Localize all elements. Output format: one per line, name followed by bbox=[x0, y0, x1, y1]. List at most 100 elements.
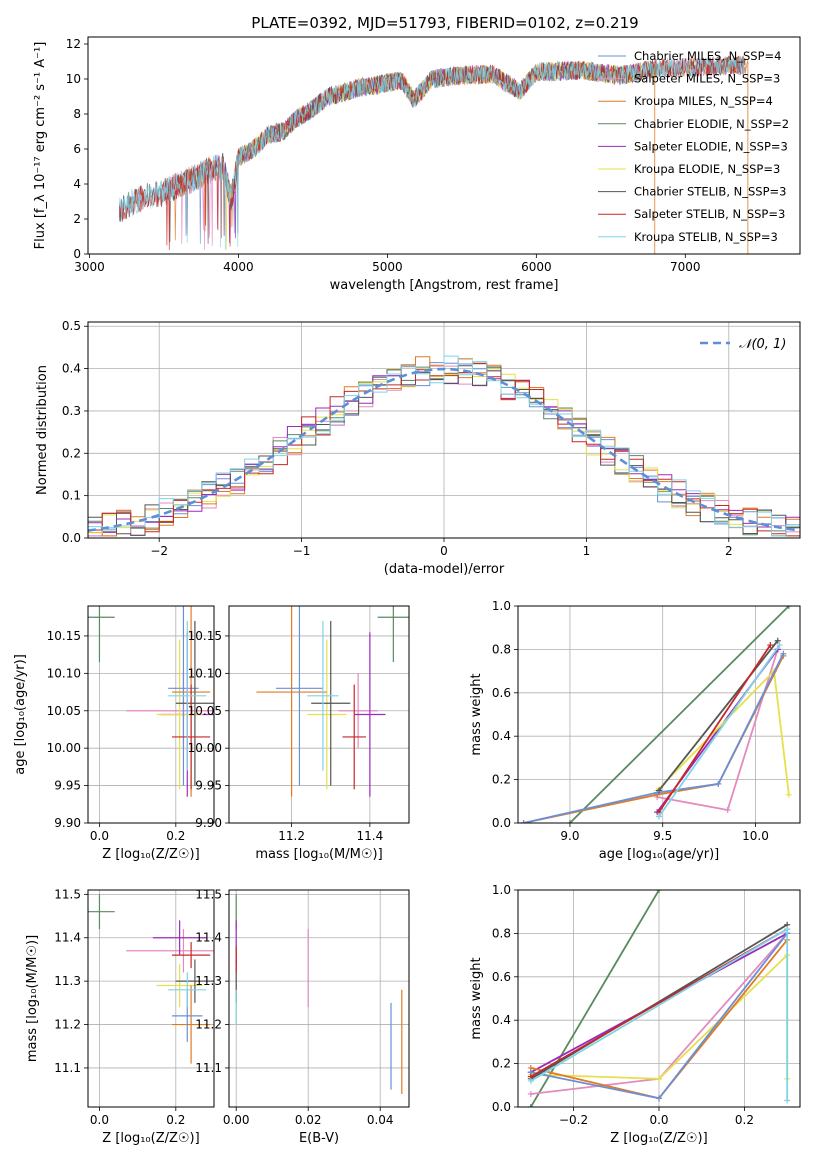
y-tick-label: 11.3 bbox=[54, 974, 81, 988]
y-tick-label: 10.15 bbox=[188, 629, 222, 643]
y-tick-label: 0.5 bbox=[62, 319, 81, 333]
axes-frame bbox=[517, 889, 801, 1108]
legend-label: Chabrier ELODIE, N_SSP=2 bbox=[634, 117, 789, 131]
y-tick-label: 11.2 bbox=[54, 1018, 81, 1032]
y-tick-label: 10.10 bbox=[188, 666, 222, 680]
mass-weight-marker bbox=[785, 606, 792, 609]
mass-weight-marker bbox=[776, 642, 783, 649]
mass-weight-marker bbox=[774, 637, 781, 644]
mass-weight-marker bbox=[724, 806, 731, 813]
axes-frame bbox=[87, 321, 801, 539]
y-tick-label: 10.00 bbox=[47, 741, 81, 755]
mass-weight-marker bbox=[656, 1075, 662, 1082]
x-tick-label: −2 bbox=[150, 544, 168, 558]
legend-label: Chabrier MILES, N_SSP=4 bbox=[634, 49, 781, 63]
x-tick-label: 0.02 bbox=[295, 1113, 322, 1127]
y-tick-label: 8 bbox=[73, 107, 81, 121]
x-axis-label: wavelength [Angstrom, rest frame] bbox=[330, 278, 559, 293]
x-tick-label: 2 bbox=[725, 544, 733, 558]
x-tick-label: 1 bbox=[583, 544, 591, 558]
x-tick-label: 6000 bbox=[521, 260, 552, 274]
y-tick-label: 1.0 bbox=[492, 883, 511, 897]
y-tick-label: 1.0 bbox=[492, 599, 511, 613]
x-axis-label: Z [log₁₀(Z/Z☉)] bbox=[610, 1131, 707, 1146]
x-tick-label: 0.0 bbox=[90, 829, 109, 843]
legend-label: Salpeter ELODIE, N_SSP=3 bbox=[634, 139, 788, 153]
mass-weight-marker bbox=[656, 1095, 662, 1102]
panel-spectrum: 3000 4000 5000 6000 7000 0 2 4 6 8 10 12 wavelength … bbox=[33, 36, 801, 293]
y-tick-label: 10.05 bbox=[47, 704, 81, 718]
y-axis-label: mass weight bbox=[469, 673, 484, 755]
axes-frame bbox=[87, 605, 215, 824]
y-tick-label: 9.90 bbox=[195, 816, 222, 830]
y-tick-label: 0.4 bbox=[492, 729, 511, 743]
y-tick-label: 0.3 bbox=[62, 404, 81, 418]
mass-weight-marker bbox=[784, 926, 791, 933]
mass-weight-marker bbox=[527, 1077, 534, 1084]
x-axis-label: Z [log₁₀(Z/Z☉)] bbox=[102, 1131, 199, 1146]
mass-weight-line bbox=[530, 890, 660, 1107]
figure-title: PLATE=0392, MJD=51793, FIBERID=0102, z=0… bbox=[251, 14, 638, 32]
plot-area bbox=[235, 894, 403, 1094]
x-tick-label: 4000 bbox=[223, 260, 254, 274]
y-tick-label: 0.2 bbox=[62, 446, 81, 460]
x-tick-label: 0.0 bbox=[649, 1113, 668, 1127]
panel-mass-weight-vs-Z: −0.2 0.0 0.2 0.0 0.2 0.4 0.6 0.8 1.0 Z [log₁₀(Z/Z… bbox=[469, 883, 801, 1146]
histogram-step bbox=[88, 365, 800, 536]
plot-area bbox=[118, 55, 749, 254]
spectrum-line bbox=[118, 56, 746, 250]
x-tick-label: 11.2 bbox=[278, 829, 305, 843]
panel-residual-histogram: −2 −1 0 1 2 0.0 0.1 0.2 0.3 0.4 0.5 (data-model)/er… bbox=[35, 319, 801, 577]
legend-label: Salpeter STELIB, N_SSP=3 bbox=[634, 207, 785, 221]
y-axis-label: Normed distribution bbox=[35, 365, 50, 495]
x-tick-label: 7000 bbox=[670, 260, 701, 274]
panel-mass-vs-Z: 0.0 0.2 11.1 11.2 11.3 11.4 11.5 Z [log₁₀(Z/Z☉)… bbox=[25, 887, 215, 1146]
x-tick-label: 10.0 bbox=[742, 829, 769, 843]
y-tick-label: 11.4 bbox=[195, 931, 222, 945]
y-tick-label: 0.4 bbox=[492, 1013, 511, 1027]
y-tick-label: 0.0 bbox=[492, 816, 511, 830]
y-tick-label: 11.4 bbox=[54, 931, 81, 945]
y-tick-label: 0.4 bbox=[62, 362, 81, 376]
x-tick-label: 0 bbox=[440, 544, 448, 558]
y-axis-label: mass weight bbox=[469, 957, 484, 1039]
spectrum-line bbox=[223, 60, 656, 250]
y-tick-label: 10 bbox=[66, 72, 81, 86]
y-tick-label: 10.05 bbox=[188, 704, 222, 718]
plot-area bbox=[520, 606, 792, 823]
y-tick-label: 11.1 bbox=[54, 1061, 81, 1075]
mass-weight-line bbox=[523, 653, 785, 823]
x-tick-label: 0.0 bbox=[90, 1113, 109, 1127]
x-tick-label: 0.00 bbox=[223, 1113, 250, 1127]
plot-area bbox=[88, 355, 800, 537]
plot-area bbox=[88, 894, 214, 1064]
y-tick-label: 0.0 bbox=[492, 1100, 511, 1114]
x-axis-label: mass [log₁₀(M/M☉)] bbox=[255, 847, 382, 862]
x-tick-label: 0.2 bbox=[166, 829, 185, 843]
y-tick-label: 9.90 bbox=[54, 816, 81, 830]
axes-frame bbox=[517, 605, 801, 824]
x-tick-label: 0.2 bbox=[166, 1113, 185, 1127]
y-tick-label: 10.15 bbox=[47, 629, 81, 643]
x-tick-label: 11.4 bbox=[357, 829, 384, 843]
y-tick-label: 2 bbox=[73, 212, 81, 226]
x-tick-label: 9.0 bbox=[560, 829, 579, 843]
mass-weight-marker bbox=[527, 1090, 534, 1097]
mass-weight-marker bbox=[785, 791, 792, 798]
x-tick-label: −1 bbox=[293, 544, 311, 558]
panel-mass-vs-EBV: 0.00 0.02 0.04 11.1 11.2 11.3 11.4 11.5 E(B-V) bbox=[195, 887, 410, 1146]
mass-weight-line bbox=[658, 640, 779, 792]
axes-frame bbox=[87, 36, 801, 255]
y-tick-label: 10.00 bbox=[188, 741, 222, 755]
panel-age-vs-mass: 11.2 11.4 9.90 9.95 10.00 10.05 10.10 10.15 mass… bbox=[188, 605, 410, 862]
panel-mass-weight-vs-age: 9.0 9.5 10.0 0.0 0.2 0.4 0.6 0.8 1.0 age [log₁₀(a… bbox=[469, 599, 801, 862]
mass-weight-marker bbox=[527, 1104, 534, 1107]
x-axis-label: Z [log₁₀(Z/Z☉)] bbox=[102, 847, 199, 862]
y-tick-label: 0.2 bbox=[492, 1057, 511, 1071]
y-tick-label: 9.95 bbox=[195, 779, 222, 793]
legend-label: Kroupa ELODIE, N_SSP=3 bbox=[634, 162, 780, 176]
axes-frame bbox=[87, 889, 215, 1108]
y-tick-label: 11.3 bbox=[195, 974, 222, 988]
x-axis-label: age [log₁₀(age/yr)] bbox=[599, 847, 720, 862]
